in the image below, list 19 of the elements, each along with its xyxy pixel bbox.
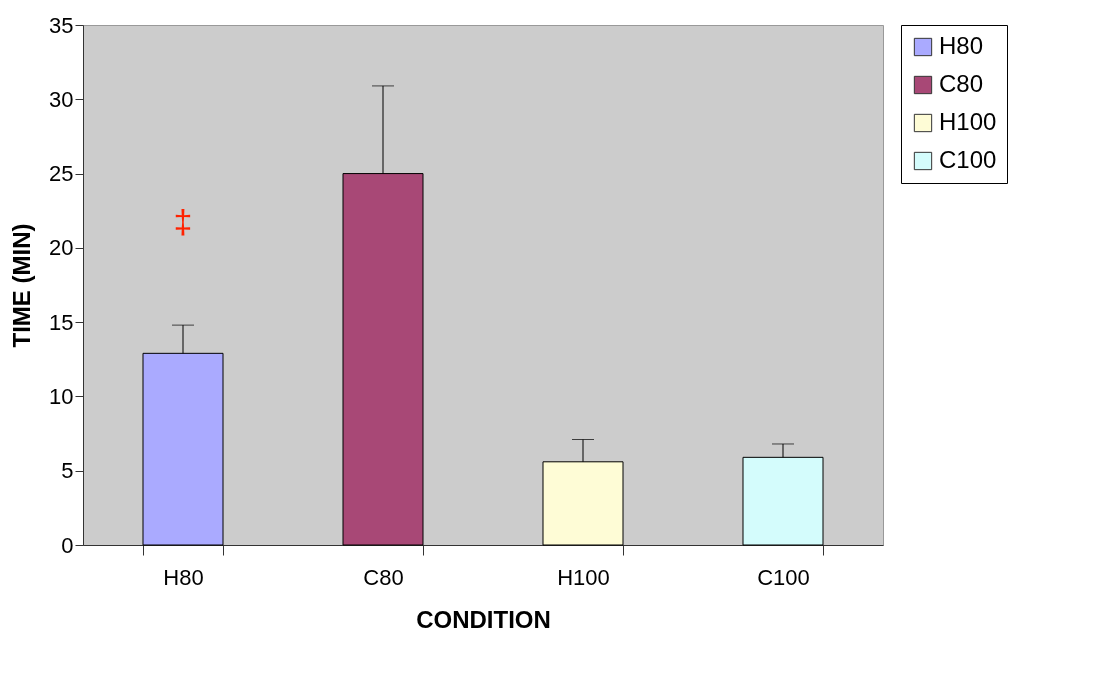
y-tick-label: 5 <box>61 458 74 484</box>
legend-label: C100 <box>939 146 997 173</box>
x-tick-label: C100 <box>757 564 810 590</box>
legend-label: C80 <box>939 70 984 97</box>
x-tick-label: C80 <box>363 564 404 590</box>
legend-label: H80 <box>939 32 984 59</box>
y-tick-label: 0 <box>61 532 74 558</box>
annotation: ‡ <box>173 201 193 240</box>
y-tick-label: 15 <box>49 309 74 335</box>
y-tick-label: 10 <box>49 383 74 409</box>
legend-label: H100 <box>939 108 997 135</box>
y-tick-label: 35 <box>49 12 74 38</box>
y-tick-label: 20 <box>49 235 74 261</box>
x-tick-label: H100 <box>557 564 610 590</box>
x-tick-label: H80 <box>163 564 204 590</box>
y-axis-title: TIME (MIN) <box>8 223 36 348</box>
y-tick-label: 25 <box>49 161 74 187</box>
x-axis-title: CONDITION <box>416 605 551 633</box>
y-tick-label: 30 <box>49 86 74 112</box>
